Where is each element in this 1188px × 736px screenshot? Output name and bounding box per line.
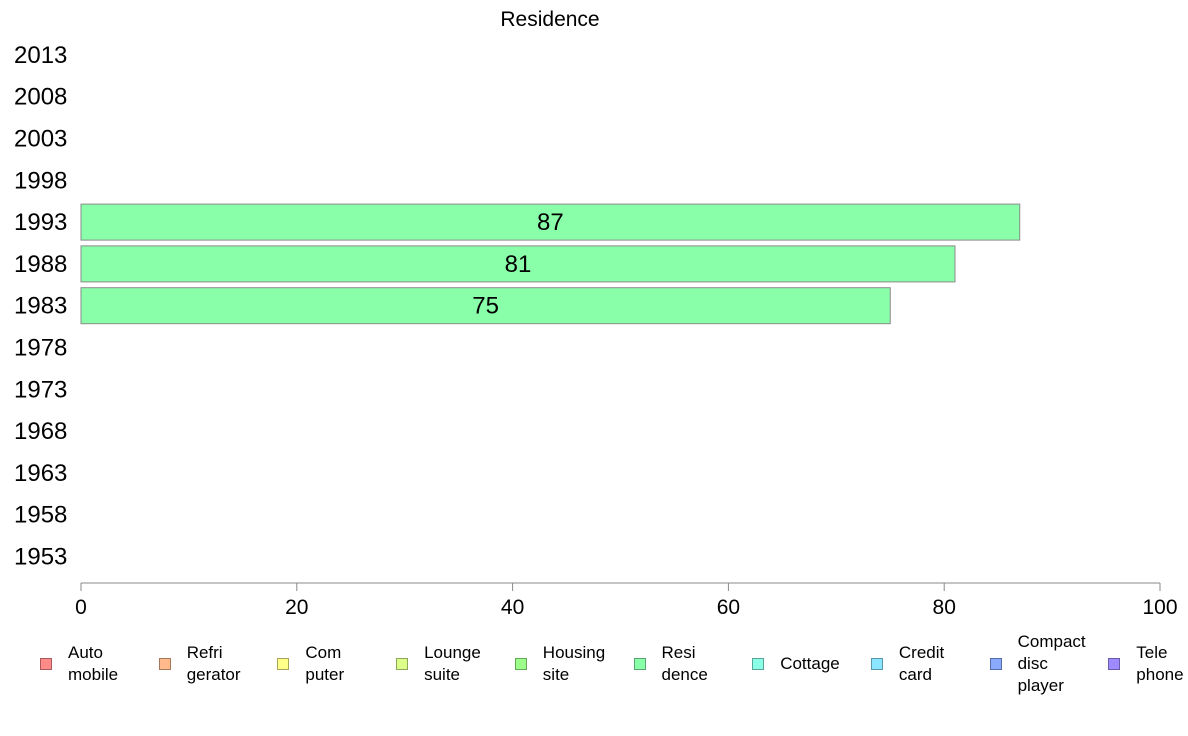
legend-item: Cottage bbox=[752, 632, 840, 696]
legend-item: Credit card bbox=[870, 632, 945, 696]
legend-item: Resi dence bbox=[633, 632, 708, 696]
chart-title: Residence bbox=[500, 8, 599, 31]
bar-value-label: 87 bbox=[537, 209, 564, 236]
legend-label: Refri gerator bbox=[186, 643, 241, 684]
x-axis: 0 20 40 60 80 100 bbox=[75, 582, 1178, 619]
x-tick-label: 80 bbox=[933, 596, 956, 619]
legend-label: Credit card bbox=[898, 643, 945, 684]
legend-swatch bbox=[396, 658, 409, 670]
y-tick-label: 1973 bbox=[14, 376, 67, 403]
legend-label: Compact disc player bbox=[1017, 632, 1086, 695]
legend: Auto mobile Refri gerator Com puter Lounge … bbox=[0, 632, 1188, 702]
y-tick-label: 1988 bbox=[14, 251, 67, 278]
y-tick-label: 1953 bbox=[14, 544, 67, 571]
legend-label: Cottage bbox=[780, 654, 840, 673]
legend-item: Lounge suite bbox=[396, 632, 481, 696]
y-tick-label: 1978 bbox=[14, 335, 67, 362]
y-tick-label: 1983 bbox=[14, 293, 67, 320]
legend-swatch bbox=[158, 658, 171, 670]
legend-swatch bbox=[1108, 658, 1121, 670]
legend-item: Housing site bbox=[514, 632, 606, 696]
legend-swatch bbox=[514, 658, 527, 670]
legend-item: Auto mobile bbox=[40, 632, 118, 696]
y-tick-label: 2013 bbox=[14, 42, 67, 69]
y-tick-label: 2003 bbox=[14, 126, 67, 153]
y-tick-label: 1998 bbox=[14, 167, 67, 194]
bar bbox=[80, 203, 1021, 241]
legend-swatch bbox=[870, 658, 883, 670]
y-tick-label: 2008 bbox=[14, 84, 67, 111]
legend-label: Auto mobile bbox=[68, 643, 119, 684]
legend-item: Tele phone bbox=[1108, 632, 1184, 696]
legend-item: Compact disc player bbox=[989, 632, 1086, 696]
bar-value-label: 81 bbox=[505, 251, 532, 278]
legend-swatch bbox=[752, 658, 765, 670]
legend-swatch bbox=[277, 658, 290, 670]
legend-label: Lounge suite bbox=[424, 643, 481, 684]
x-tick-label: 100 bbox=[1142, 596, 1177, 619]
y-tick-label: 1968 bbox=[14, 418, 67, 445]
legend-label: Com puter bbox=[305, 643, 345, 684]
x-tick-label: 40 bbox=[501, 596, 524, 619]
x-tick-label: 60 bbox=[717, 596, 740, 619]
y-axis-labels: 2013 2008 2003 1998 1993 1988 1983 1978 1973 1968… bbox=[14, 42, 67, 571]
legend-item: Com puter bbox=[277, 632, 344, 696]
legend-label: Tele phone bbox=[1136, 643, 1184, 684]
legend-swatch bbox=[40, 658, 52, 670]
bar bbox=[80, 287, 891, 325]
bar-value-label: 75 bbox=[472, 293, 499, 320]
legend-label: Resi dence bbox=[661, 643, 708, 684]
x-tick-label: 0 bbox=[75, 596, 87, 619]
y-tick-label: 1958 bbox=[14, 502, 67, 529]
legend-label: Housing site bbox=[542, 643, 606, 684]
legend-swatch bbox=[989, 658, 1002, 670]
legend-swatch bbox=[633, 658, 646, 670]
x-tick-label: 20 bbox=[285, 596, 308, 619]
legend-item: Refri gerator bbox=[158, 632, 241, 696]
y-tick-label: 1963 bbox=[14, 460, 67, 487]
y-tick-label: 1993 bbox=[14, 209, 67, 236]
bar bbox=[80, 245, 956, 283]
